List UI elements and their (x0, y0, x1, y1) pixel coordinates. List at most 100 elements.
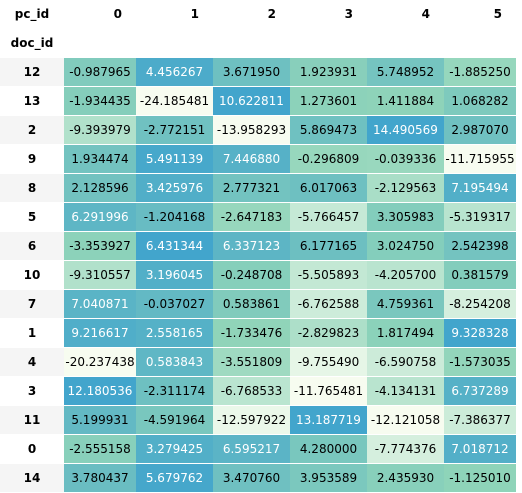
value-cell: 1.934474 (64, 144, 136, 174)
value-cell: 1.273601 (290, 86, 367, 116)
value-cell: 3.470760 (213, 463, 290, 493)
value-cell: 7.195494 (444, 173, 516, 203)
value-cell: -5.505893 (290, 260, 367, 290)
value-cell: -6.762588 (290, 289, 367, 319)
row-index-cell: 8 (0, 173, 64, 203)
value-cell: 3.425976 (136, 173, 213, 203)
value-cell: -11.715955 (444, 144, 516, 174)
value-cell: 2.542398 (444, 231, 516, 261)
value-cell: 1.923931 (290, 58, 367, 87)
value-cell: 6.017063 (290, 173, 367, 203)
value-cell: -1.885250 (444, 58, 516, 87)
value-cell: -2.829823 (290, 318, 367, 348)
row-index-cell: 4 (0, 347, 64, 377)
row-index-cell: 5 (0, 202, 64, 232)
table-row: 13 -1.934435 -24.185481 10.622811 1.273601 1.… (0, 86, 516, 116)
value-cell: 5.199931 (64, 405, 136, 435)
value-cell: -2.772151 (136, 115, 213, 145)
value-cell: -0.987965 (64, 58, 136, 87)
value-cell: -3.353927 (64, 231, 136, 261)
value-cell: 4.280000 (290, 434, 367, 464)
value-cell: 0.583861 (213, 289, 290, 319)
value-cell: -2.129563 (367, 173, 444, 203)
table-row: 5 6.291996 -1.204168 -2.647183 -5.766457 3.30… (0, 202, 516, 232)
index-name-label: doc_id (0, 28, 64, 58)
row-index-cell: 2 (0, 115, 64, 145)
value-cell: 3.279425 (136, 434, 213, 464)
column-header-4: 4 (367, 0, 444, 28)
value-cell: 6.177165 (290, 231, 367, 261)
value-cell: -9.755490 (290, 347, 367, 377)
value-cell: 2.987070 (444, 115, 516, 145)
table-row: 7 7.040871 -0.037027 0.583861 -6.762588 4.759… (0, 289, 516, 319)
value-cell: -0.296809 (290, 144, 367, 174)
row-index-cell: 14 (0, 463, 64, 493)
value-cell: -20.237438 (64, 347, 136, 377)
table-body: 12 -0.987965 4.456267 3.671950 1.923931 5.748… (0, 58, 516, 493)
index-name-spacer (367, 28, 444, 58)
columns-name-label: pc_id (0, 0, 64, 28)
value-cell: 4.759361 (367, 289, 444, 319)
value-cell: 10.622811 (213, 86, 290, 116)
column-header-5: 5 (444, 0, 516, 28)
row-index-cell: 10 (0, 260, 64, 290)
value-cell: -3.551809 (213, 347, 290, 377)
table-row: 12 -0.987965 4.456267 3.671950 1.923931 5.748… (0, 58, 516, 87)
value-cell: -1.125010 (444, 463, 516, 493)
value-cell: -1.204168 (136, 202, 213, 232)
table-row: 4 -20.237438 0.583843 -3.551809 -9.755490 -6.… (0, 347, 516, 377)
table-row: 9 1.934474 5.491139 7.446880 -0.296809 -0.039… (0, 144, 516, 174)
value-cell: 0.381579 (444, 260, 516, 290)
value-cell: -4.134131 (367, 376, 444, 406)
value-cell: -12.597922 (213, 405, 290, 435)
value-cell: 1.411884 (367, 86, 444, 116)
value-cell: 9.216617 (64, 318, 136, 348)
value-cell: 6.737289 (444, 376, 516, 406)
value-cell: 7.446880 (213, 144, 290, 174)
row-index-cell: 6 (0, 231, 64, 261)
value-cell: 3.305983 (367, 202, 444, 232)
index-name-row: doc_id (0, 28, 516, 58)
index-name-spacer (290, 28, 367, 58)
column-header-2: 2 (213, 0, 290, 28)
row-index-cell: 1 (0, 318, 64, 348)
index-name-spacer (64, 28, 136, 58)
value-cell: -24.185481 (136, 86, 213, 116)
value-cell: -12.121058 (367, 405, 444, 435)
table-row: 0 -2.555158 3.279425 6.595217 4.280000 -7.774… (0, 434, 516, 464)
value-cell: -6.768533 (213, 376, 290, 406)
table-row: 10 -9.310557 3.196045 -0.248708 -5.505893 -4.… (0, 260, 516, 290)
value-cell: 1.068282 (444, 86, 516, 116)
table-row: 3 12.180536 -2.311174 -6.768533 -11.765481 -4… (0, 376, 516, 406)
value-cell: -0.248708 (213, 260, 290, 290)
value-cell: 5.748952 (367, 58, 444, 87)
value-cell: 13.187719 (290, 405, 367, 435)
value-cell: -2.647183 (213, 202, 290, 232)
value-cell: -2.311174 (136, 376, 213, 406)
table-row: 6 -3.353927 6.431344 6.337123 6.177165 3.0247… (0, 231, 516, 261)
value-cell: 3.024750 (367, 231, 444, 261)
row-index-cell: 9 (0, 144, 64, 174)
value-cell: 5.491139 (136, 144, 213, 174)
value-cell: 6.595217 (213, 434, 290, 464)
value-cell: -1.733476 (213, 318, 290, 348)
value-cell: 5.679762 (136, 463, 213, 493)
value-cell: 4.456267 (136, 58, 213, 87)
value-cell: 3.196045 (136, 260, 213, 290)
index-name-spacer (444, 28, 516, 58)
row-index-cell: 11 (0, 405, 64, 435)
value-cell: 14.490569 (367, 115, 444, 145)
value-cell: -0.039336 (367, 144, 444, 174)
value-cell: -9.393979 (64, 115, 136, 145)
value-cell: -8.254208 (444, 289, 516, 319)
table-row: 2 -9.393979 -2.772151 -13.958293 5.869473 14.… (0, 115, 516, 145)
value-cell: 1.817494 (367, 318, 444, 348)
value-cell: 6.431344 (136, 231, 213, 261)
value-cell: -0.037027 (136, 289, 213, 319)
value-cell: 9.328328 (444, 318, 516, 348)
row-index-cell: 3 (0, 376, 64, 406)
value-cell: 2.777321 (213, 173, 290, 203)
value-cell: -1.573035 (444, 347, 516, 377)
